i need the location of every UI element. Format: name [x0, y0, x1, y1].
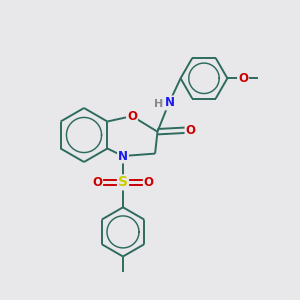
Text: O: O	[92, 176, 102, 189]
Text: N: N	[164, 96, 175, 110]
Text: O: O	[185, 124, 196, 137]
Text: O: O	[144, 176, 154, 189]
Text: H: H	[154, 99, 163, 109]
Text: S: S	[118, 176, 128, 189]
Text: N: N	[118, 149, 128, 163]
Text: O: O	[127, 110, 137, 123]
Text: O: O	[238, 72, 248, 85]
